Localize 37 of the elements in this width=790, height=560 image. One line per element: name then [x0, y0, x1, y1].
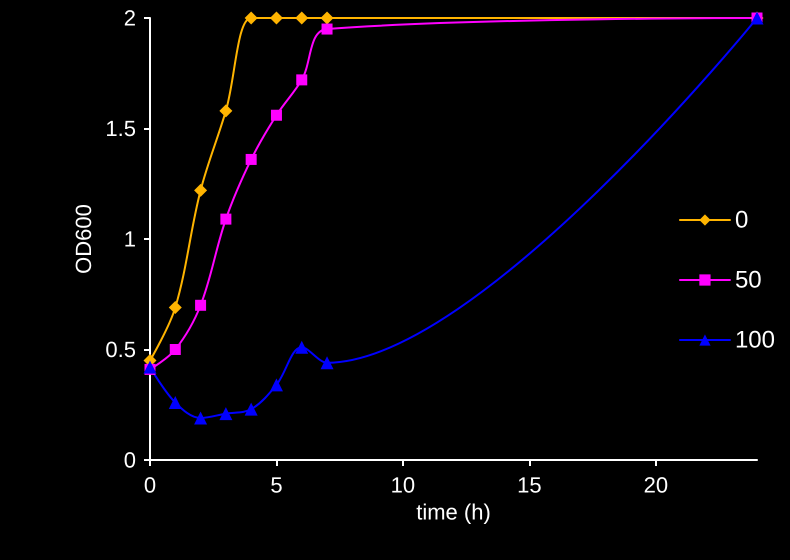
point [219, 407, 232, 420]
x-tick-label: 0 [144, 472, 156, 498]
point [246, 154, 257, 165]
point [244, 402, 258, 416]
point [270, 12, 283, 24]
point [144, 360, 156, 374]
point [194, 412, 208, 425]
point [296, 74, 308, 86]
point [195, 300, 206, 311]
legend-label: 50 [734, 266, 762, 294]
point [270, 378, 283, 392]
legend-label: 100 [734, 326, 776, 354]
point [295, 340, 308, 354]
y-axis-title: OD600 [71, 204, 96, 274]
point [170, 344, 181, 355]
x-tick-label: 20 [644, 472, 668, 498]
point [168, 396, 182, 410]
x-tick-label: 15 [517, 472, 542, 498]
point [220, 214, 232, 225]
point [168, 301, 182, 314]
point [219, 104, 232, 118]
point [320, 356, 334, 370]
x-axis-title: time (h) [416, 499, 491, 524]
point [320, 12, 334, 24]
x-tick-label: 5 [270, 472, 283, 498]
x-tick-label: 10 [390, 472, 416, 498]
y-tick-label: 2 [124, 6, 136, 30]
point [322, 24, 333, 35]
legend-label: 0 [734, 206, 748, 234]
y-tick-label: 0.5 [105, 337, 136, 362]
point [295, 12, 308, 24]
point [244, 12, 258, 24]
y-tick-label: 0 [124, 448, 136, 472]
y-tick-label: 1 [124, 226, 136, 252]
y-tick-label: 1.5 [105, 116, 136, 141]
point [194, 184, 208, 197]
point [270, 110, 282, 121]
